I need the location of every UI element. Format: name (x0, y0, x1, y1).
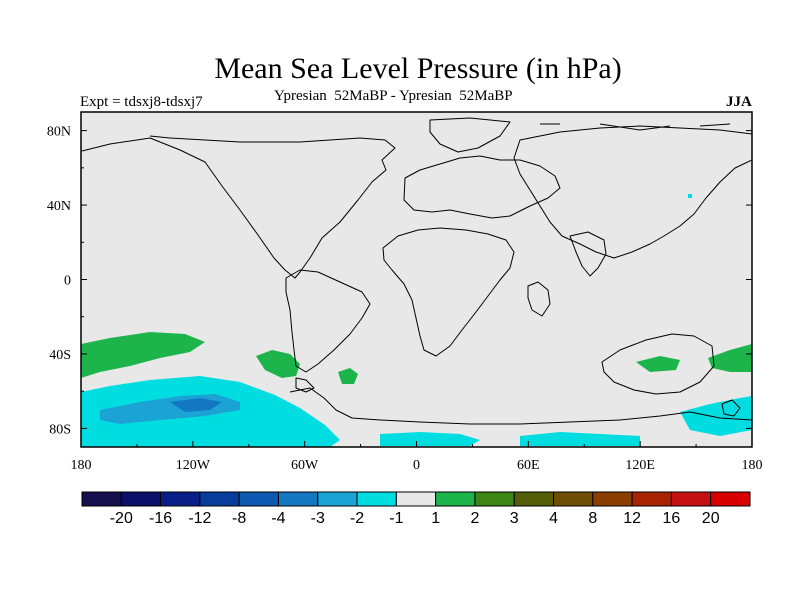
lon-tick-label: 60E (517, 458, 540, 473)
coastline-new-zealand (721, 399, 741, 417)
coastline-antarctic-peninsula (295, 377, 315, 393)
colorbar-label: -2 (350, 510, 364, 527)
positive-region-south-indian (636, 356, 680, 372)
colorbar: -20 -16 -12 -8 -4 -3 -2 -1 1 2 3 4 8 12 16 20 (81, 491, 751, 527)
colorbar-label: -16 (149, 510, 172, 527)
colorbar-label: -20 (110, 510, 133, 527)
colorbar-swatch (395, 491, 437, 507)
lon-tick-label: 120E (625, 458, 655, 473)
coastline-india (569, 231, 607, 277)
anomaly-region-west-pacific-dot (688, 194, 692, 198)
lat-tick-label: 80S (49, 422, 71, 437)
colorbar-label: 1 (431, 510, 440, 527)
lat-tick-label: 40S (49, 348, 71, 363)
lat-tick-label: 80N (47, 125, 71, 140)
colorbar-label: 2 (470, 510, 479, 527)
positive-region-southeast-pacific (81, 332, 205, 378)
pressure-anomaly-fields (81, 194, 752, 447)
coastline-madagascar (527, 281, 551, 317)
coastline-greenland (429, 117, 511, 153)
coastline-europe (403, 155, 561, 219)
colorbar-label: 20 (702, 510, 720, 527)
map-subtitle: Ypresian 52MaBP - Ypresian 52MaBP (274, 88, 513, 104)
colorbar-swatch (710, 491, 751, 507)
colorbar-swatch (160, 491, 201, 507)
colorbar-label: -12 (188, 510, 211, 527)
coastline-antarctica (289, 387, 752, 425)
colorbar-swatch (356, 491, 397, 507)
lon-tick-label: 180 (742, 458, 763, 473)
colorbar-label: -1 (389, 510, 403, 527)
colorbar-swatch (631, 491, 672, 507)
anomaly-region-antarctic-margin (380, 432, 480, 446)
colorbar-swatch (670, 491, 712, 507)
positive-region-south-atlantic-small (338, 368, 358, 384)
lon-tick-label: 180 (71, 458, 92, 473)
map-title: Mean Sea Level Pressure (in hPa) (214, 52, 622, 85)
colorbar-swatch (81, 491, 122, 507)
colorbar-label: 16 (663, 510, 681, 527)
anomaly-region-south-indian (680, 396, 752, 436)
colorbar-swatch (553, 491, 594, 507)
colorbar-swatch (435, 491, 476, 507)
coastline-africa (382, 227, 515, 357)
colorbar-swatch (592, 491, 633, 507)
lat-tick-label: 40N (47, 199, 71, 214)
lon-tick-label: 120W (176, 458, 211, 473)
latitude-axis: 80N 40N 0 40S 80S (47, 125, 752, 437)
colorbar-label: -4 (271, 510, 285, 527)
coastline-australia (601, 333, 715, 395)
coastline-asia (513, 125, 752, 259)
colorbar-label: -8 (232, 510, 246, 527)
lon-tick-label: 0 (413, 458, 420, 473)
anomaly-core-deep-south-pacific (170, 398, 222, 412)
colorbar-label: 8 (588, 510, 597, 527)
colorbar-label: -3 (311, 510, 325, 527)
coastline-south-america (285, 269, 371, 373)
colorbar-label: 4 (549, 510, 558, 527)
lat-tick-label: 0 (64, 274, 71, 289)
coastline-north-america (81, 135, 396, 279)
colorbar-swatch (513, 491, 555, 507)
colorbar-swatch (317, 491, 358, 507)
colorbar-swatch (474, 491, 515, 507)
colorbar-swatch (199, 491, 240, 507)
coastline-arctic-islands (540, 123, 731, 131)
experiment-label: Expt = tdsxj8-tdsxj7 (80, 94, 203, 110)
positive-region-australia-east (708, 344, 752, 372)
coastlines (81, 117, 752, 425)
colorbar-swatch (238, 491, 279, 507)
colorbar-label: 12 (623, 510, 641, 527)
season-label: JJA (726, 94, 752, 110)
colorbar-swatch (277, 491, 319, 507)
lon-tick-label: 60W (291, 458, 319, 473)
longitude-axis: 180 120W 60W 0 60E 120E 180 (71, 441, 763, 473)
colorbar-swatch (120, 491, 162, 507)
colorbar-label: 3 (510, 510, 519, 527)
anomaly-region-antarctic-east (520, 432, 640, 446)
positive-region-south-atlantic (256, 350, 300, 378)
